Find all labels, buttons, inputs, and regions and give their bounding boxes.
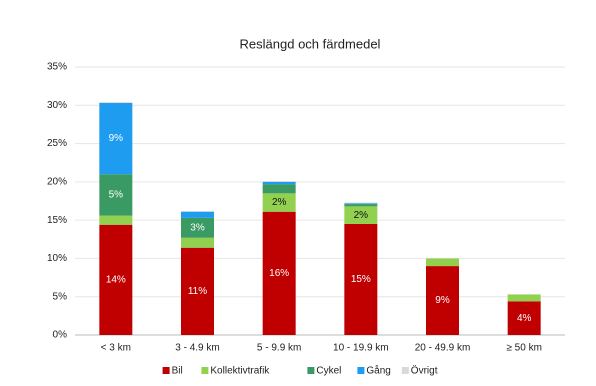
x-tick-label: ≥ 50 km: [506, 343, 542, 354]
bar-segment: [426, 266, 459, 335]
y-tick-label: 15%: [47, 215, 67, 226]
y-tick-label: 5%: [53, 291, 68, 302]
bar-segment: [344, 203, 378, 205]
bar-segment: [344, 206, 378, 224]
x-tick-label: 20 - 49.9 km: [415, 343, 471, 354]
bar-segment: [262, 193, 296, 212]
bar-segment: [181, 247, 214, 335]
legend-swatch: [357, 367, 365, 374]
bar-segment: [262, 211, 296, 335]
x-tick-label: 10 - 19.9 km: [333, 343, 389, 354]
bar-segment: [344, 204, 378, 207]
legend-swatch: [307, 367, 315, 374]
bar-segment: [99, 102, 133, 103]
data-label: 9%: [109, 133, 124, 144]
y-tick-label: 20%: [47, 176, 67, 187]
y-tick-label: 35%: [47, 62, 67, 73]
data-label: 4%: [517, 313, 532, 324]
bar-segment: [262, 184, 296, 194]
data-label: 2%: [354, 210, 369, 221]
legend-label: Gång: [366, 365, 390, 377]
bar-segment: [426, 258, 459, 267]
bar-segment: [181, 217, 214, 238]
legend-label: Övrigt: [411, 365, 438, 377]
y-tick-label: 10%: [47, 253, 67, 264]
data-label: 15%: [351, 274, 371, 285]
bar-segment: [99, 215, 133, 225]
x-tick-label: 5 - 9.9 km: [257, 343, 301, 354]
legend-swatch: [401, 367, 409, 374]
bar-segment: [181, 210, 214, 212]
legend-label: Bil: [172, 366, 183, 377]
data-label: 16%: [269, 268, 289, 279]
bar-segment: [181, 237, 214, 248]
chart-title: Reslängd och färdmedel: [240, 36, 381, 51]
y-tick-label: 0%: [53, 330, 68, 341]
bar-segment: [99, 102, 133, 175]
data-label: 5%: [109, 190, 124, 201]
legend-label: Cykel: [316, 366, 341, 377]
y-tick-label: 25%: [47, 138, 67, 149]
bar-segment: [99, 174, 133, 216]
data-label: 11%: [188, 286, 207, 297]
data-label: 9%: [435, 295, 450, 306]
bar-segment: [507, 301, 541, 335]
bar-segment: [344, 223, 378, 335]
x-tick-label: < 3 km: [101, 343, 131, 354]
data-label: 14%: [106, 275, 126, 286]
data-label: 3%: [190, 222, 205, 233]
bar-segment: [344, 202, 378, 204]
legend-swatch: [201, 367, 209, 374]
bar-segment: [181, 211, 214, 218]
legend-swatch: [162, 367, 170, 374]
legend-label: Kollektivtrafik: [210, 366, 270, 377]
bar-segment: [99, 224, 133, 335]
bar-segment: [507, 294, 541, 302]
y-tick-label: 30%: [47, 100, 67, 111]
bar-segment: [262, 181, 296, 185]
data-label: 2%: [272, 197, 287, 208]
x-tick-label: 3 - 4.9 km: [175, 343, 219, 354]
bar-segment: [262, 181, 296, 182]
